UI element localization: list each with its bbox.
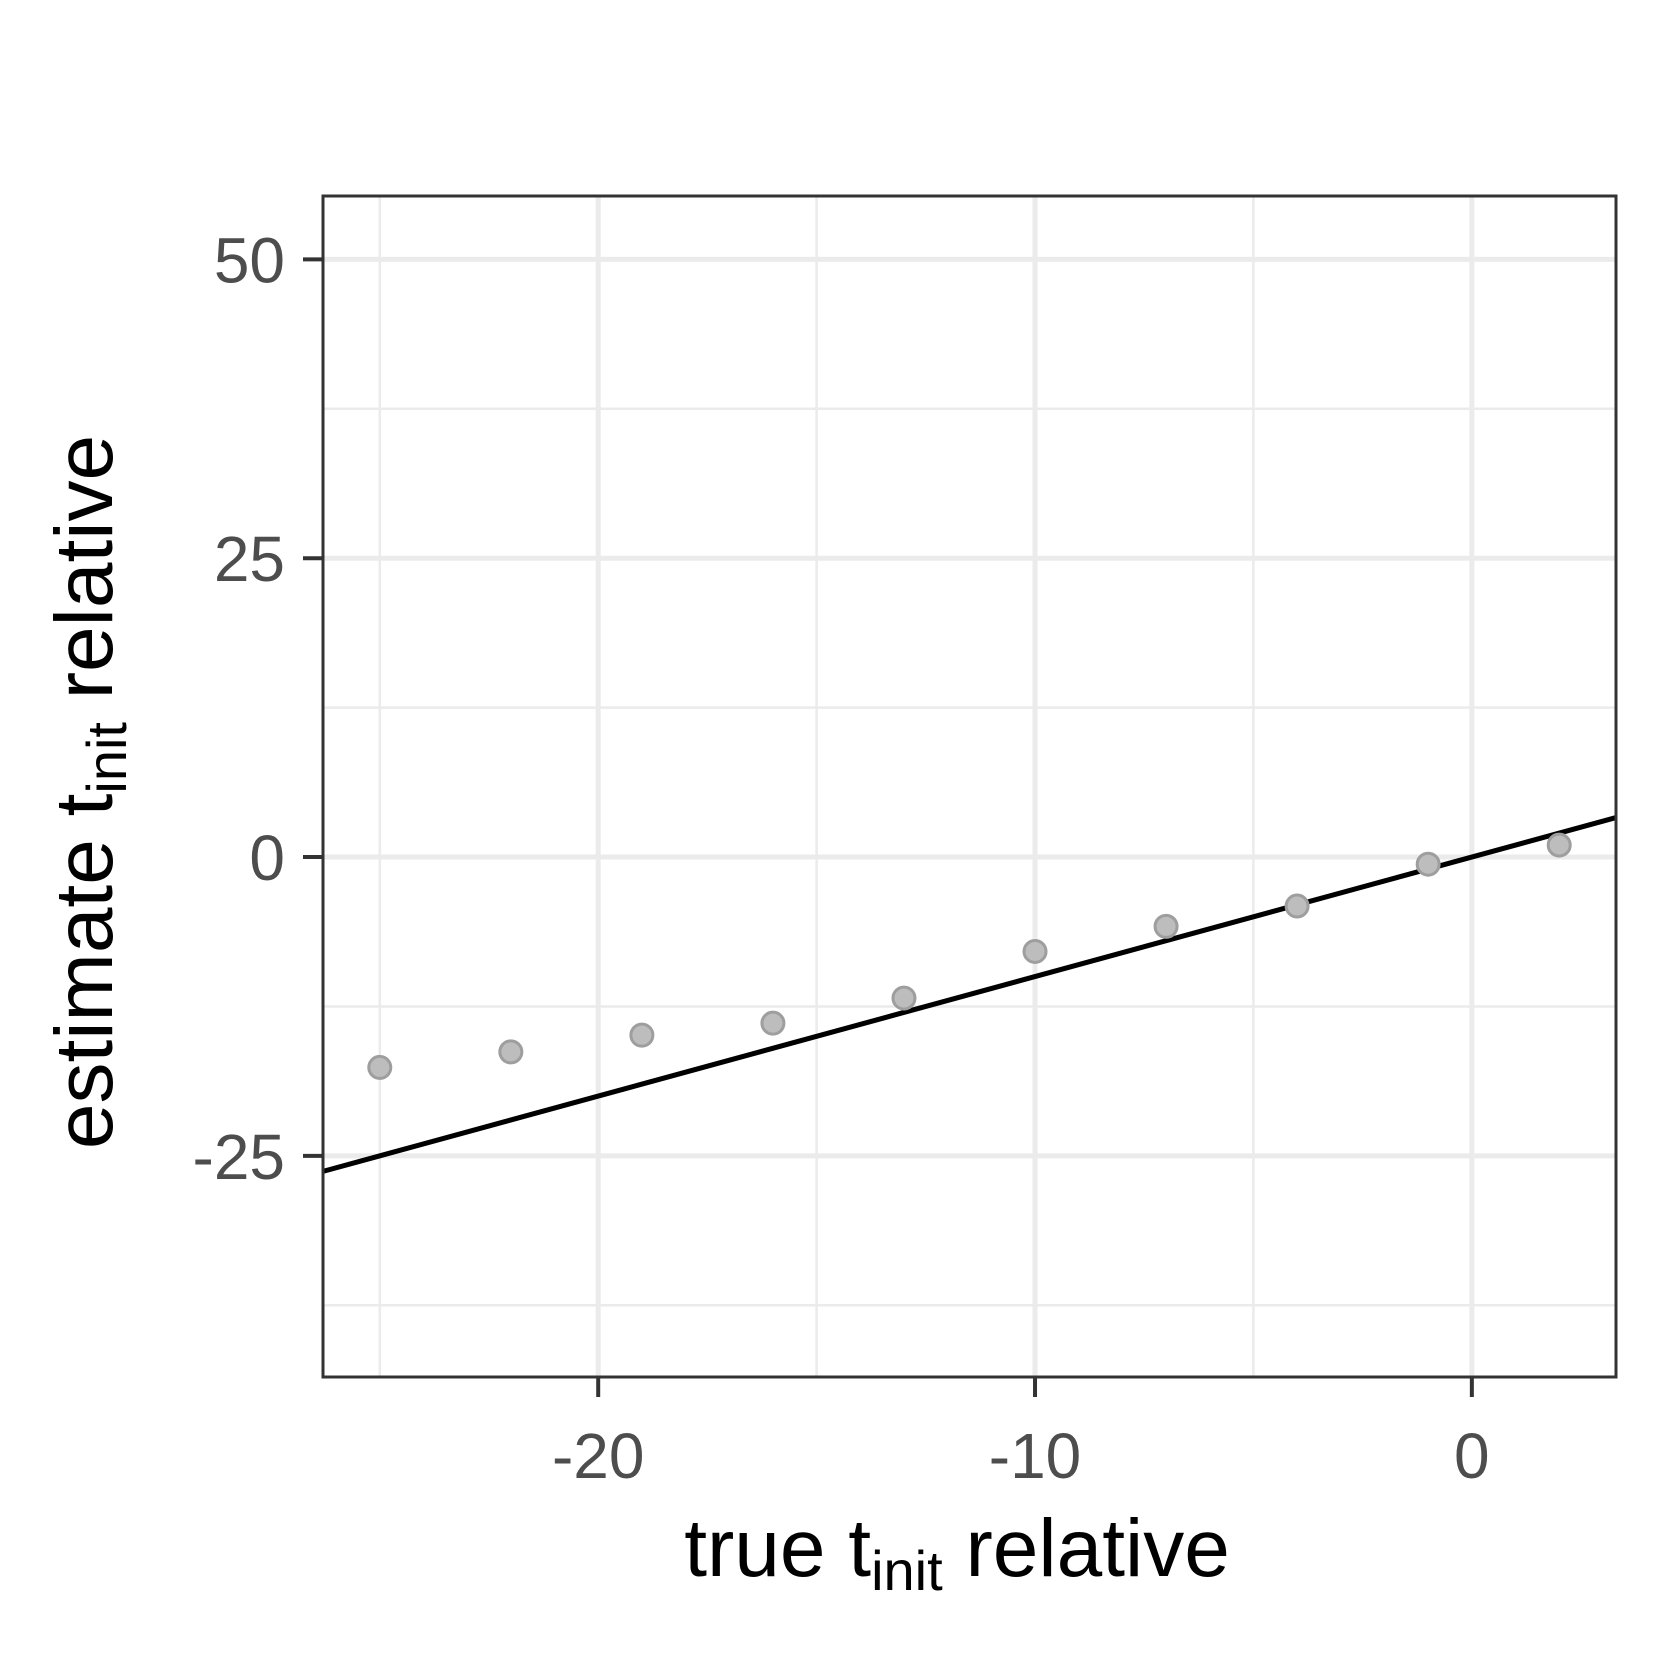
axis-tick-labels: -20 -10 0 -25 0 25 50 xyxy=(193,224,1490,1492)
identity-line-layer xyxy=(322,815,1617,1174)
y-tick-label-0: -25 xyxy=(193,1121,286,1193)
major-gridlines xyxy=(323,196,1616,1377)
y-axis-title-suffix: relative xyxy=(39,435,130,722)
x-axis-title-main: true t xyxy=(684,1503,871,1594)
scatter-point-1 xyxy=(498,1039,524,1065)
y-axis-title-subscript: init xyxy=(75,722,138,794)
x-axis-title-suffix: relative xyxy=(943,1503,1230,1594)
axis-ticks xyxy=(303,257,1474,1397)
scatter-point-9 xyxy=(1546,832,1572,858)
panel-border xyxy=(321,194,1618,1379)
y-tick-label-2: 25 xyxy=(214,523,285,595)
scatter-point-6 xyxy=(1153,913,1179,939)
scatter-point-0 xyxy=(367,1054,393,1080)
scatter-point-5 xyxy=(1022,938,1048,964)
y-axis-title-main: estimate t xyxy=(39,793,130,1149)
scatter-points-layer xyxy=(367,832,1572,1080)
x-tick-label-2: 0 xyxy=(1454,1420,1490,1492)
scatter-point-8 xyxy=(1415,851,1441,877)
x-axis-title-subscript: init xyxy=(871,1539,943,1602)
identity-line xyxy=(322,815,1617,1174)
y-tick-label-1: 0 xyxy=(249,822,285,894)
x-tick-label-1: -10 xyxy=(989,1420,1082,1492)
y-tick-label-3: 50 xyxy=(214,224,285,296)
x-tick-label-0: -20 xyxy=(552,1420,645,1492)
y-axis-title: estimate tinit relative xyxy=(39,435,138,1149)
x-axis-title: true tinit relative xyxy=(684,1503,1230,1602)
scatter-point-4 xyxy=(891,985,917,1011)
scatter-point-3 xyxy=(760,1010,786,1036)
scatter-point-7 xyxy=(1284,893,1310,919)
minor-gridlines xyxy=(323,196,1616,1377)
scatter-point-2 xyxy=(629,1022,655,1048)
